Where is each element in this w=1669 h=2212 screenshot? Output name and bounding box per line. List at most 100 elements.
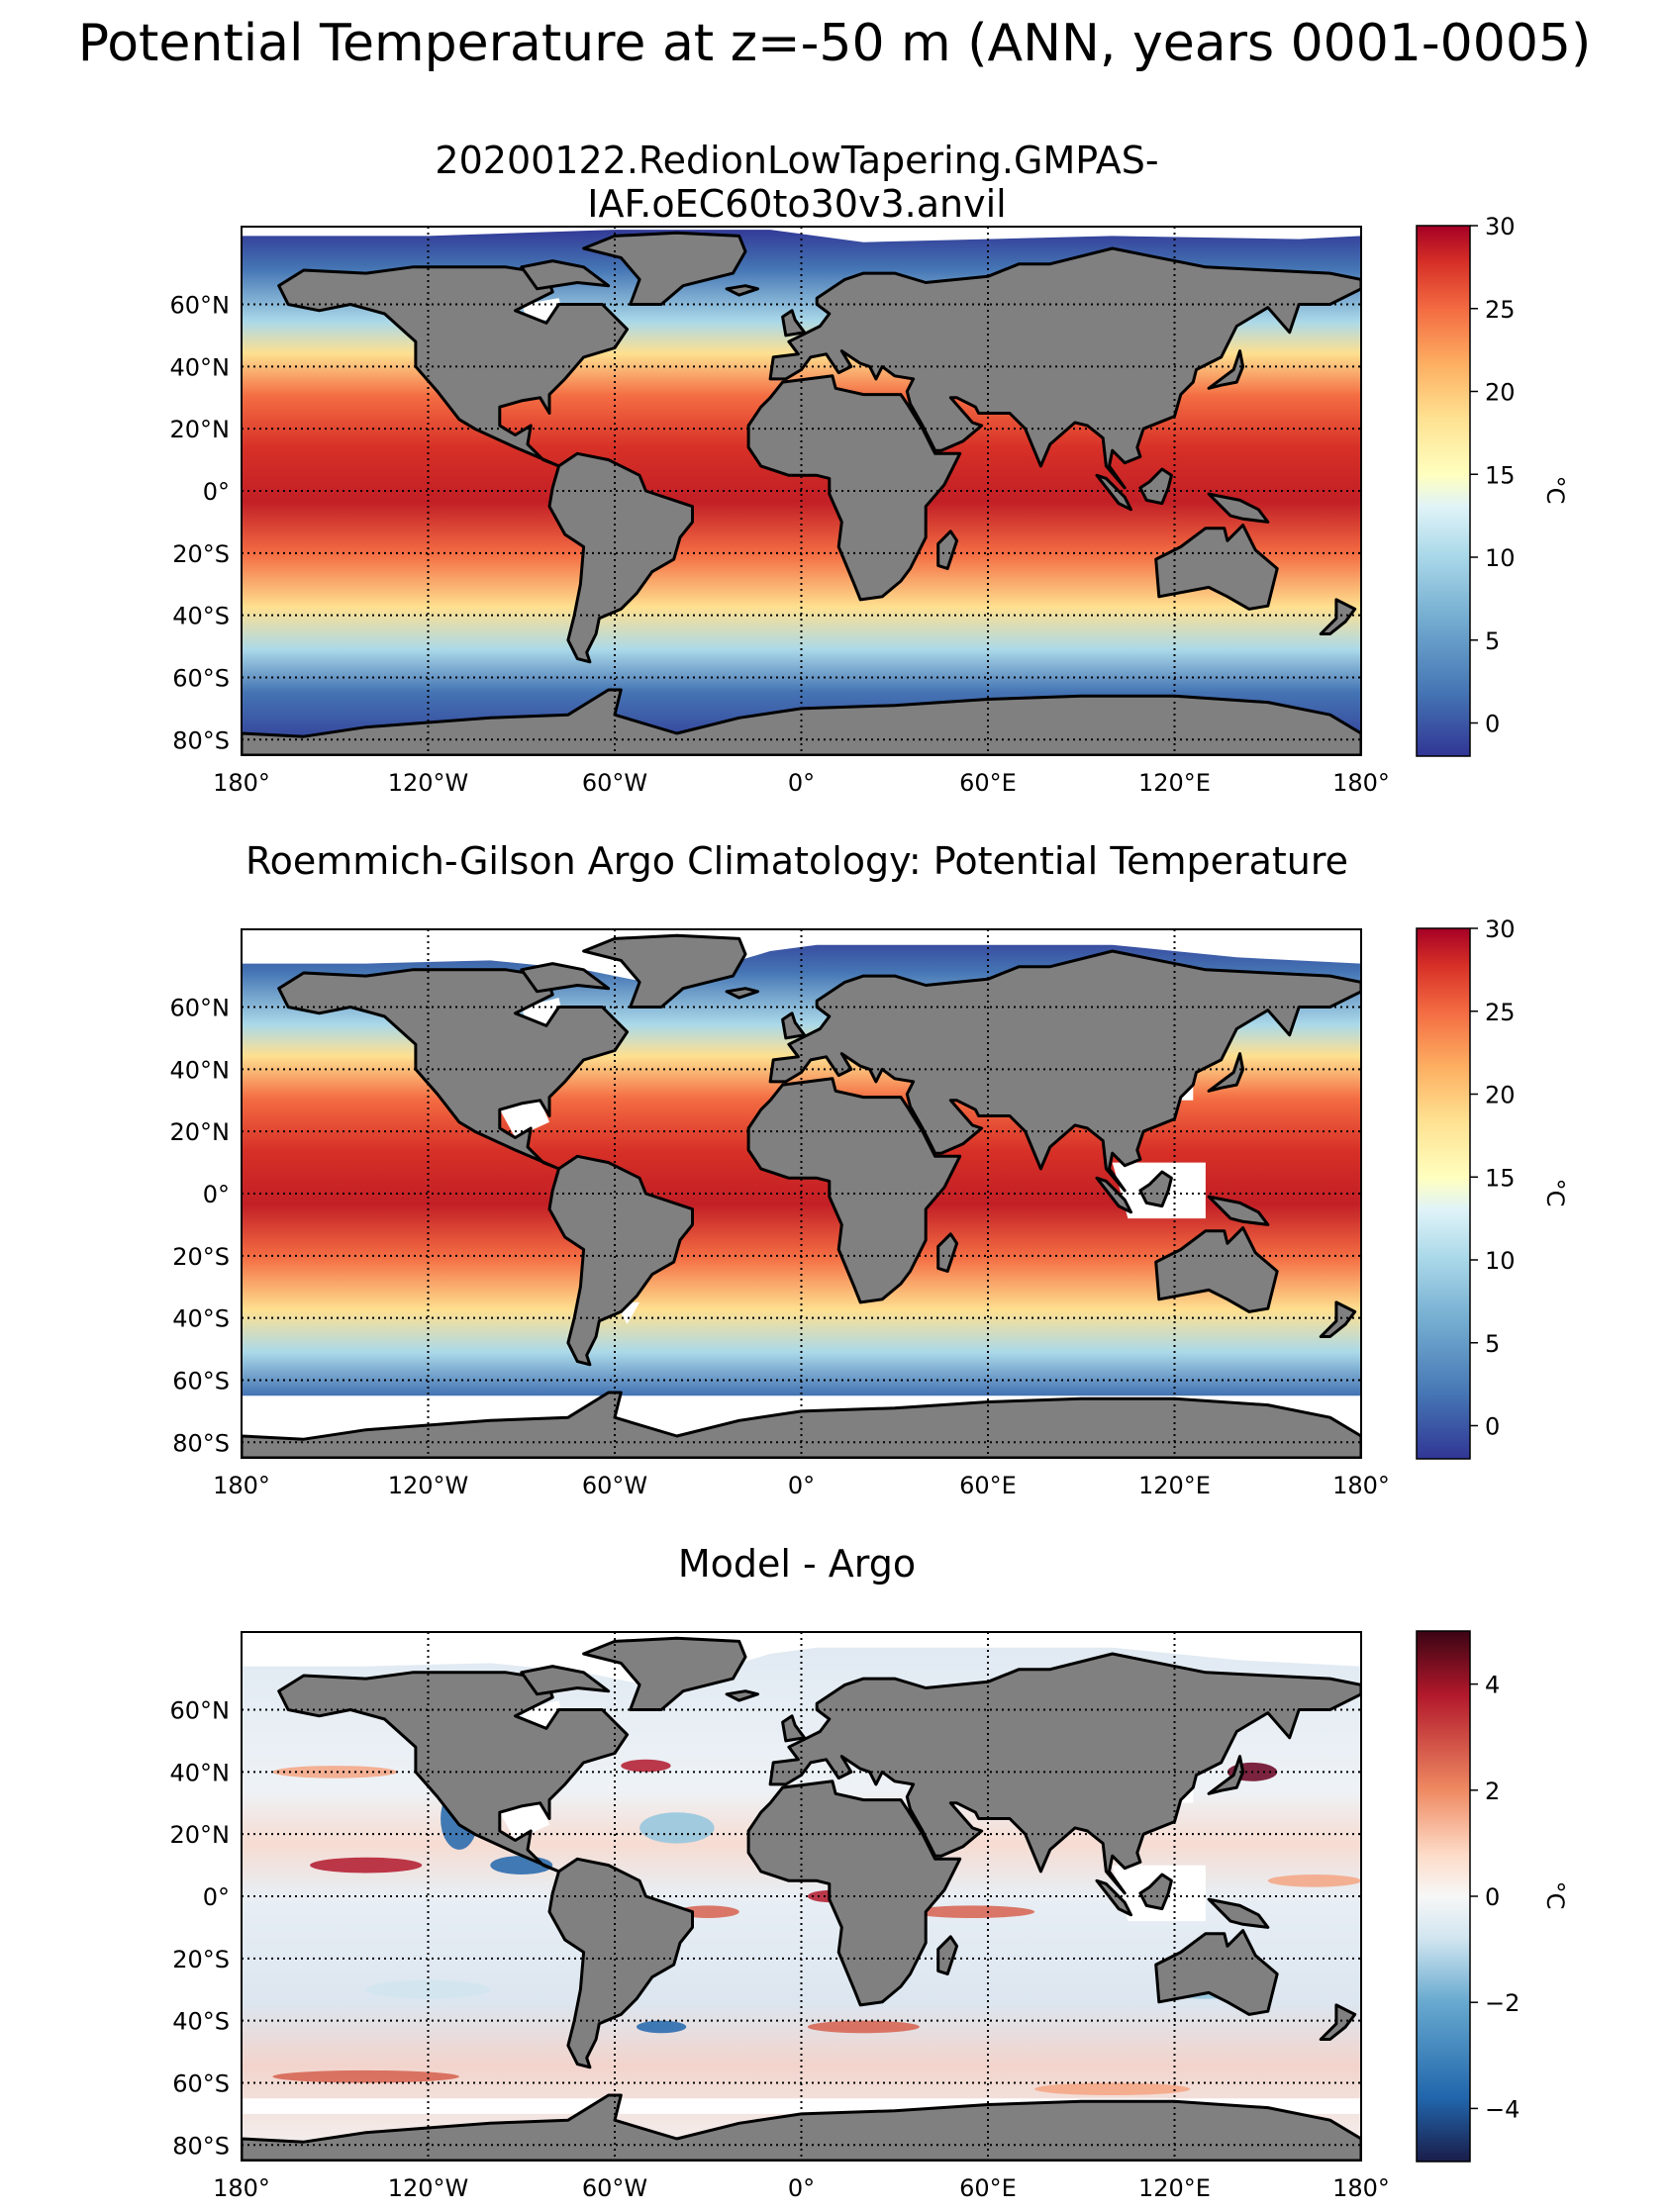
panel-2-land-africa (746, 1077, 962, 1304)
panel-1-xtick: 180° (213, 769, 270, 797)
panel-1-land-australia (1154, 524, 1279, 611)
panel-2-land-greenland (582, 933, 747, 1009)
panel-1-ytick: 20°S (172, 540, 230, 568)
panel-3-land-sumatra (1095, 1878, 1132, 1917)
colorbar-1-bar (1416, 225, 1471, 757)
panel-3: 180° 120°W 60°W 0° 60°E 120°E 180° 60°N 40°N 20°N… (170, 1631, 1390, 2202)
panel-2-land-north-america (277, 968, 630, 1171)
colorbar-1-tick-label: 30 (1485, 213, 1516, 240)
panel-2-gulf-mexico (499, 1100, 549, 1138)
panel-2-xtick: 120°W (388, 1472, 469, 1499)
panel-2-ytick: 40°N (170, 1056, 231, 1084)
panel-1-xtick: 60°E (959, 769, 1017, 797)
panel-1-xtick: 0° (788, 769, 815, 797)
panel-2-land-europe-asia (768, 949, 1361, 1193)
panel-1-land-japan (1207, 349, 1245, 390)
colorbar-1: °C (1416, 225, 1569, 757)
panel-1-ytick: 0° (203, 478, 230, 506)
panel-3-land-new-guinea (1207, 1897, 1270, 1929)
panel-3-arctic-ice (242, 1632, 1361, 1691)
panel-1-land-north-america (277, 265, 630, 468)
anomaly-blob (272, 2069, 459, 2083)
panel-1-map (242, 227, 1361, 755)
colorbar-1-tick-label: 5 (1485, 627, 1500, 655)
panel-3-ytick: 40°N (170, 1759, 231, 1786)
panel-2-xtick: 180° (213, 1472, 270, 1499)
panel-1-ytick: 80°S (172, 726, 230, 754)
colorbar-3: °C (1416, 1630, 1569, 2163)
colorbar-1-tick-label: 0 (1485, 711, 1500, 738)
panel-1-ytick: 60°S (172, 664, 230, 692)
colorbar-2-tick-label: 0 (1485, 1413, 1500, 1441)
colorbar-1-tick-label: 10 (1485, 544, 1516, 572)
colorbar-2-tick-label: 30 (1485, 915, 1516, 943)
panel-1-title: 20200122.RedionLowTapering.GMPAS-IAF.oEC… (435, 139, 1159, 226)
panel-3-ytick: 20°S (172, 1946, 230, 1973)
panel-2-arctic-ice (242, 929, 1361, 989)
panel-2-ytick: 60°S (172, 1367, 230, 1395)
panel-3-xtick: 120°W (388, 2174, 469, 2202)
panel-1-ytick: 40°N (170, 353, 231, 381)
panel-2-land-japan (1207, 1052, 1245, 1093)
panel-2: 180° 120°W 60°W 0° 60°E 120°E 180° 60°N 40°N 20°N… (170, 928, 1390, 1499)
colorbar-1-tick-label: 25 (1485, 296, 1516, 324)
panel-3-land-europe-asia (768, 1652, 1361, 1895)
colorbar-2-tick-label: 20 (1485, 1082, 1516, 1109)
panel-2-land-baffin (520, 962, 611, 994)
colorbar-1-label: °C (1541, 476, 1569, 505)
panel-1-land-iceland (725, 284, 759, 297)
colorbar-3-tick-label: 0 (1485, 1883, 1500, 1911)
panel-3-xtick: 120°E (1138, 2174, 1211, 2202)
panel-3-title: Model - Argo (677, 1542, 917, 1586)
panel-3-land-baffin (520, 1665, 611, 1696)
panel-2-land-borneo (1138, 1170, 1173, 1208)
panel-1-xtick: 180° (1332, 769, 1390, 797)
panel-3-ytick: 20°N (170, 1821, 231, 1849)
panel-3-ytick: 60°N (170, 1697, 231, 1725)
panel-1-land-madagascar (936, 529, 959, 570)
panel-2-frame (241, 928, 1362, 1459)
panel-2-land-iceland (725, 987, 759, 1000)
panel-3-land-new-zealand (1319, 2003, 1357, 2041)
panel-3-land-iceland (725, 1689, 759, 1702)
panel-1-land-new-zealand (1319, 598, 1357, 635)
colorbar-3-tick-label: 2 (1485, 1778, 1500, 1805)
anomaly-blob (807, 2020, 920, 2034)
anomaly-blob (910, 1905, 1035, 1918)
panel-3-ytick: 80°S (172, 2132, 230, 2160)
anomaly-blob (621, 1759, 671, 1773)
panel-3-xtick: 60°W (582, 2174, 647, 2202)
panel-2-ytick: 20°S (172, 1243, 230, 1271)
panel-1-land-uk (781, 309, 807, 337)
panel-2-land-sumatra (1095, 1176, 1132, 1214)
colorbar-2: °C (1416, 927, 1569, 1460)
panel-2-land-new-guinea (1207, 1195, 1270, 1226)
panel-2-ytick: 40°S (172, 1305, 230, 1333)
panel-1-land-new-guinea (1207, 492, 1270, 524)
panel-1-arctic-ice (242, 227, 1361, 242)
figure-title: Potential Temperature at z=-50 m (ANN, y… (77, 14, 1592, 73)
panel-2-xtick: 120°E (1138, 1472, 1211, 1499)
panel-2-ytick: 80°S (172, 1429, 230, 1457)
colorbar-2-tick-label: 15 (1485, 1164, 1516, 1192)
panel-3-land-japan (1207, 1755, 1245, 1795)
panel-1-land-europe-asia (768, 246, 1361, 490)
panel-1-ytick: 40°S (172, 603, 230, 630)
panel-3-ytick: 0° (203, 1883, 230, 1911)
anomaly-blob (310, 1857, 423, 1874)
panel-3-map (242, 1632, 1361, 2161)
panel-1-ytick: 20°N (170, 416, 231, 443)
colorbar-1-tick-label: 15 (1485, 461, 1516, 489)
panel-2-xtick: 60°W (582, 1472, 647, 1499)
colorbar-2-tick-label: 25 (1485, 999, 1516, 1026)
panel-1-xtick: 120°W (388, 769, 469, 797)
panel-3-land-africa (746, 1779, 962, 2007)
panel-3-gulf-mexico (499, 1802, 549, 1841)
panel-1-land-africa (746, 374, 962, 602)
panel-3-land-australia (1154, 1929, 1279, 2016)
panel-1-land-greenland (582, 231, 747, 306)
panel-2-land-madagascar (936, 1232, 959, 1273)
panel-2-map (242, 929, 1361, 1458)
panel-3-land-madagascar (936, 1935, 959, 1975)
